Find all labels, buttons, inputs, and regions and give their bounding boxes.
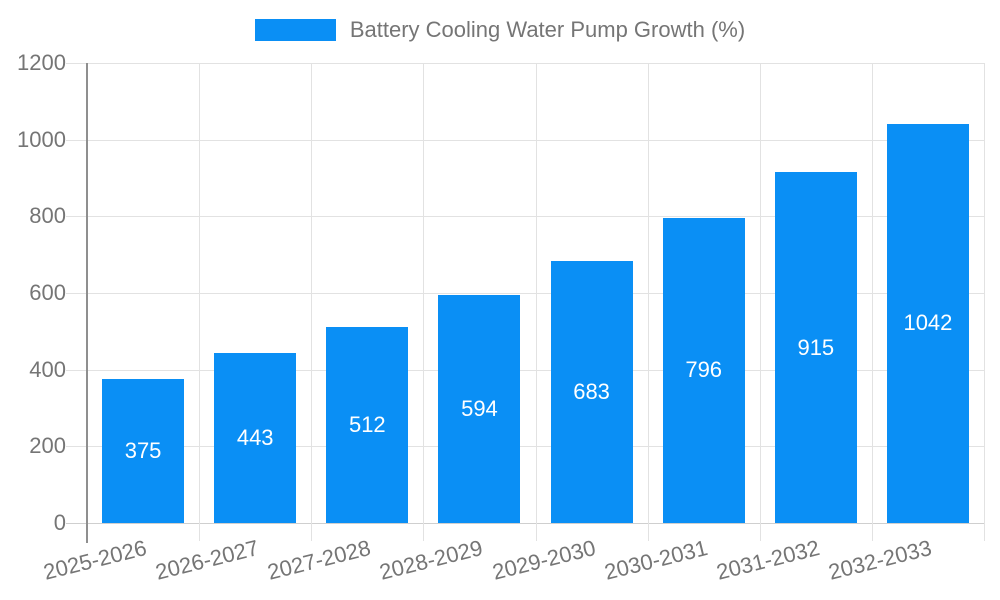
- bar-value-label: 512: [348, 411, 386, 437]
- gridline-horizontal: [66, 139, 984, 141]
- bar-value-label: 683: [573, 379, 610, 405]
- gridline-vertical: [647, 63, 649, 541]
- gridline-vertical: [311, 63, 313, 541]
- x-axis-tick-label: 2028-2029: [377, 535, 486, 585]
- gridline-vertical: [759, 63, 761, 541]
- bar-value-label: 915: [797, 334, 835, 360]
- bar[interactable]: 796: [662, 217, 745, 523]
- y-axis-line: [86, 63, 88, 543]
- x-axis-tick-label: 2032-2033: [825, 535, 934, 585]
- y-axis-tick-label: 400: [29, 356, 66, 382]
- bar[interactable]: 512: [326, 326, 409, 523]
- gridline-vertical: [984, 63, 985, 541]
- gridline-horizontal: [66, 369, 984, 371]
- bar[interactable]: 443: [214, 353, 297, 523]
- x-axis-tick-label: 2031-2032: [713, 535, 822, 585]
- bar-value-label: 1042: [903, 310, 953, 336]
- legend[interactable]: Battery Cooling Water Pump Growth (%): [0, 17, 1000, 43]
- bar[interactable]: 683: [550, 261, 633, 523]
- gridline-vertical: [871, 63, 873, 541]
- gridline-horizontal: [66, 523, 984, 524]
- bar[interactable]: 594: [438, 295, 521, 523]
- gridline-vertical: [199, 63, 201, 541]
- x-axis-tick-label: 2029-2030: [489, 535, 598, 585]
- plot-area: 0 200 400 600 800 1000 1200 375 2025-2026 443 2026…: [17, 50, 985, 585]
- legend-swatch: [254, 19, 336, 41]
- bar-value-label: 594: [461, 396, 498, 422]
- gridline-vertical: [423, 63, 425, 541]
- y-axis-tick-label: 800: [29, 203, 66, 229]
- y-axis-tick-label: 1000: [17, 126, 66, 152]
- x-axis-tick-label: 2026-2027: [153, 535, 262, 585]
- y-axis-tick-label: 1200: [17, 50, 66, 75]
- x-axis-tick-label: 2027-2028: [265, 535, 374, 585]
- bar[interactable]: 915: [774, 172, 857, 523]
- bar[interactable]: 1042: [886, 123, 969, 523]
- bar[interactable]: 375: [102, 379, 185, 523]
- bar-value-label: 375: [124, 438, 162, 464]
- gridline-vertical: [535, 63, 537, 541]
- gridline-horizontal: [66, 446, 984, 448]
- y-axis-tick-label: 200: [29, 433, 66, 459]
- x-axis-tick-label: 2030-2031: [601, 535, 710, 585]
- gridline-horizontal: [66, 216, 984, 218]
- legend-label: Battery Cooling Water Pump Growth (%): [349, 17, 746, 42]
- bar-value-label: 443: [236, 425, 274, 451]
- gridline-horizontal: [66, 293, 984, 294]
- bar-value-label: 796: [685, 357, 723, 383]
- x-axis-tick-label: 2025-2026: [40, 535, 150, 585]
- gridline-horizontal: [66, 63, 984, 64]
- y-axis-tick-label: 600: [29, 280, 66, 305]
- y-axis-tick-label: 0: [53, 510, 66, 535]
